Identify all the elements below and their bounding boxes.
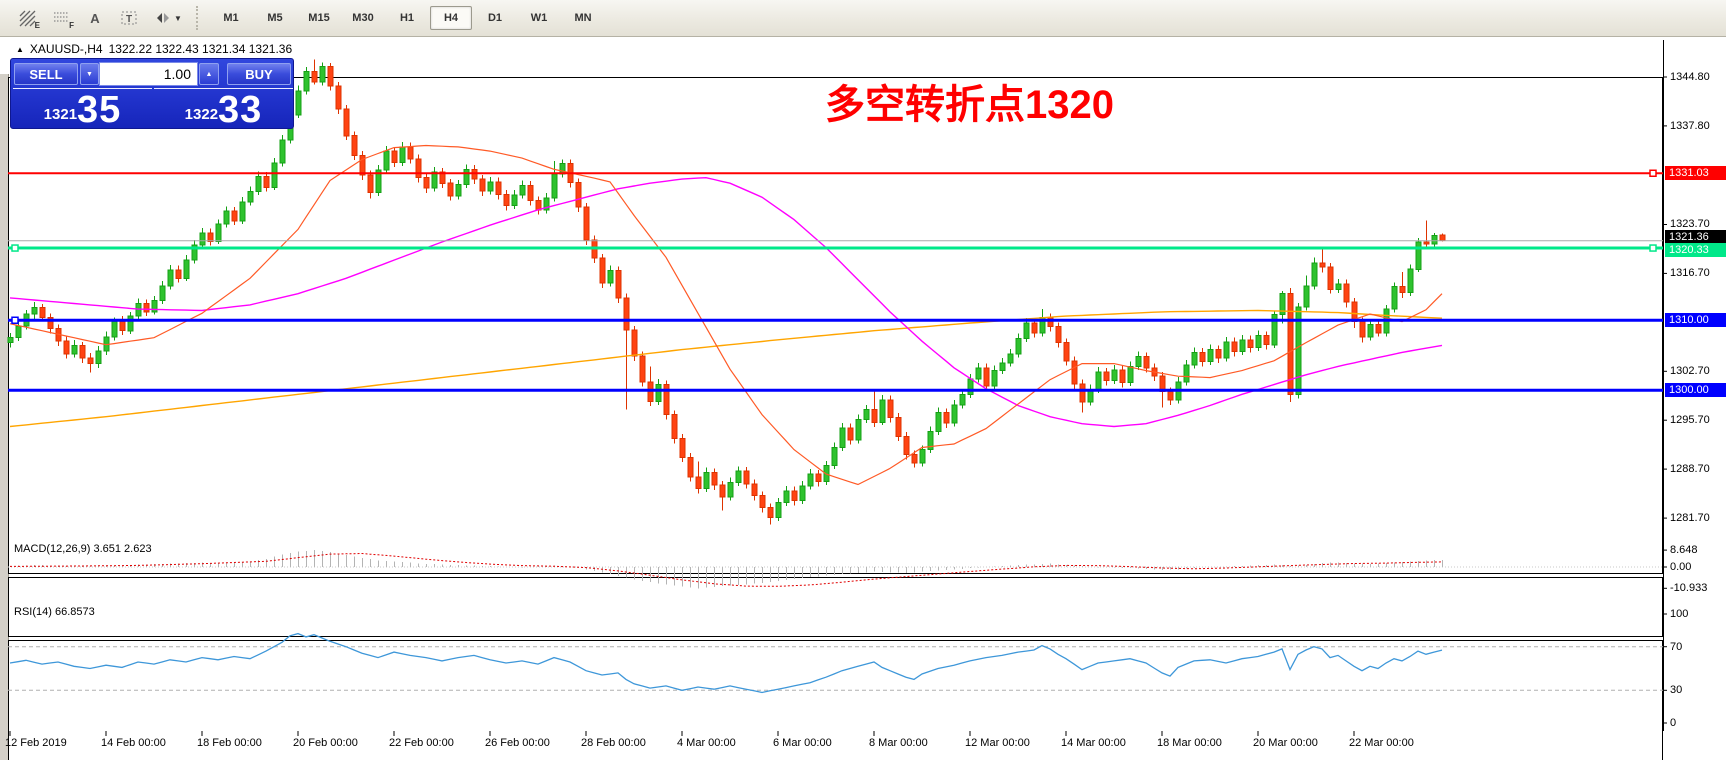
sell-price-big: 35 [77,89,122,131]
one-click-trading-panel: SELL ▼ ▲ BUY 1321 35 1322 33 [10,58,294,131]
sell-button[interactable]: SELL [14,63,78,85]
timeframe-button-m5[interactable]: M5 [267,12,283,24]
svg-text:T: T [126,14,132,25]
expert-advisors-icon[interactable]: E [11,4,43,32]
volume-input[interactable] [99,62,198,86]
chart-window [0,37,1726,760]
timeframe-button-m1[interactable]: M1 [223,12,239,24]
chart-annotation-text: 多空转折点1320 [825,83,1114,127]
sell-price-display[interactable]: 1321 35 [13,88,152,131]
rsi-pane[interactable] [8,640,1663,760]
buy-price-big: 33 [218,89,263,131]
buy-price-small: 1322 [184,106,219,123]
volume-increase-button[interactable]: ▲ [199,63,219,85]
timeframe-button-w1[interactable]: W1 [530,12,548,24]
letter-a-glyph: A [90,10,100,26]
dashed-box-glyph: T [121,11,137,25]
text-box-icon[interactable]: T [113,4,145,32]
buy-price-display[interactable]: 1322 33 [154,88,293,131]
toolbar-separator [196,6,203,30]
symbol-period-label: XAUUSD-,H4 [29,42,103,56]
main-chart-pane[interactable] [8,77,1663,574]
macd-splitter[interactable] [8,574,1726,577]
rsi-label: RSI(14) 66.8573 [14,606,95,618]
buy-button[interactable]: BUY [227,63,291,85]
arrows-glyph [157,13,170,23]
arrows-tool-icon[interactable]: ▼ [147,4,189,32]
chart-title: ▲ XAUUSD-,H4 1322.22 1322.43 1321.34 132… [16,42,292,56]
toolbar: E F A T ▼ M1 M5 M15 M30 H1 H4 D1 W1 MN [0,0,1726,37]
sell-price-small: 1321 [43,106,78,123]
chevron-down-icon: ▼ [174,13,182,23]
timeframe-button-mn[interactable]: MN [574,12,592,24]
timeframe-button-m30[interactable]: M30 [352,12,374,24]
timeframe-buttons: M1 M5 M15 M30 H1 H4 D1 W1 MN [209,6,605,30]
macd-label: MACD(12,26,9) 3.651 2.623 [14,543,152,555]
ohlc-readout: 1322.22 1322.43 1321.34 1321.36 [108,42,293,56]
macd-pane[interactable] [8,577,1663,637]
grid-icon[interactable]: F [45,4,77,32]
grid-glyph [54,12,68,22]
hatch-icon [19,10,36,27]
timeframe-button-h4[interactable]: H4 [430,6,472,30]
timeframe-button-m15[interactable]: M15 [308,12,330,24]
volume-decrease-button[interactable]: ▼ [80,63,99,85]
collapse-arrow-icon[interactable]: ▲ [16,44,24,54]
rsi-splitter[interactable] [8,637,1726,640]
timeframe-button-h1[interactable]: H1 [399,12,415,24]
text-label-icon[interactable]: A [79,4,111,32]
timeframe-button-d1[interactable]: D1 [487,12,503,24]
